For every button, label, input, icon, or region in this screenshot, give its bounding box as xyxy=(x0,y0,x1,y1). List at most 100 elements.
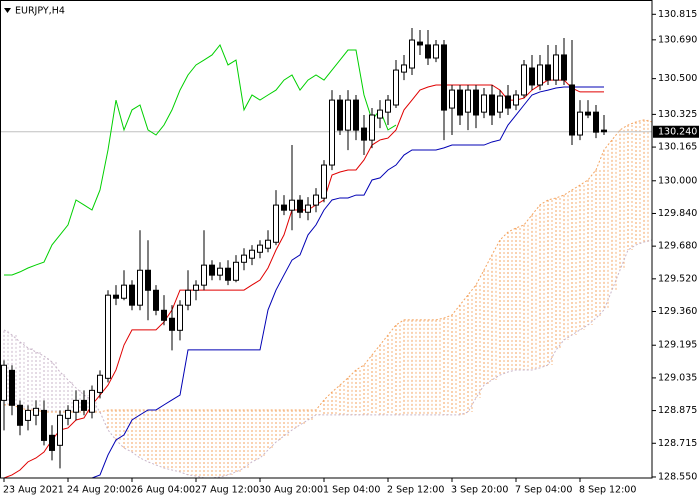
candle-body xyxy=(193,284,199,291)
candle-body xyxy=(57,414,63,446)
candle-body xyxy=(425,44,431,59)
y-tick-label: 129.035 xyxy=(658,372,697,383)
candle-body xyxy=(289,199,295,211)
y-tick-label: 128.715 xyxy=(658,438,697,449)
candle-body xyxy=(17,404,23,426)
x-tick-label: 2 Sep 12:00 xyxy=(387,485,444,496)
y-tick-label: 130.165 xyxy=(658,142,697,153)
candle-body xyxy=(585,111,591,116)
candle-body xyxy=(249,249,255,259)
x-tick-label: 3 Sep 20:00 xyxy=(451,485,508,496)
candle-body xyxy=(217,267,223,276)
candle-body xyxy=(273,204,279,243)
y-tick-label: 129.360 xyxy=(658,306,697,317)
candle-body xyxy=(257,244,263,253)
y-tick-label: 130.815 xyxy=(658,9,697,20)
candle-body xyxy=(81,399,87,411)
candle-body xyxy=(1,364,7,401)
x-tick-label: 30 Aug 20:00 xyxy=(259,485,323,496)
indicator-line xyxy=(4,43,397,276)
current-price-box xyxy=(653,125,699,138)
candle-body xyxy=(329,99,335,166)
x-tick-label: 23 Aug 2021 xyxy=(3,485,64,496)
candle-body xyxy=(41,409,47,441)
candle-body xyxy=(305,204,311,213)
y-tick-label: 130.000 xyxy=(658,175,697,186)
candle-body xyxy=(185,289,191,306)
candle-body xyxy=(177,304,183,331)
plot-frame xyxy=(0,0,653,479)
y-tick-label: 128.875 xyxy=(658,405,697,416)
candle-body xyxy=(209,264,215,276)
candle-body xyxy=(153,289,159,311)
title-arrow xyxy=(4,8,11,13)
candle-body xyxy=(521,64,527,96)
candle-body xyxy=(569,84,575,136)
plot-area xyxy=(0,27,652,478)
candle-body xyxy=(473,89,479,116)
y-tick-label: 129.520 xyxy=(658,273,697,284)
candle-body xyxy=(337,99,343,131)
candle-body xyxy=(33,407,39,416)
chart-title: EURJPY,H4 xyxy=(15,6,65,17)
candle-body xyxy=(545,64,551,81)
x-tick-label: 1 Sep 04:00 xyxy=(323,485,380,496)
x-tick-label: 24 Aug 20:00 xyxy=(67,485,131,496)
candle-body xyxy=(129,284,135,306)
candle-body xyxy=(489,94,495,116)
candle-body xyxy=(505,95,511,109)
candle-body xyxy=(225,267,231,281)
y-tick-label: 130.325 xyxy=(658,109,697,120)
candle-body xyxy=(49,434,55,451)
candle-body xyxy=(113,294,119,299)
x-tick-label: 7 Sep 04:00 xyxy=(515,485,572,496)
candle-body xyxy=(449,89,455,109)
candle-body xyxy=(233,261,239,281)
candle-body xyxy=(497,95,503,113)
candle-body xyxy=(97,374,103,393)
candle-body xyxy=(345,99,351,131)
cloud-span xyxy=(4,119,652,413)
candle-body xyxy=(105,294,111,379)
candle-body xyxy=(73,399,79,413)
candle-body xyxy=(201,264,207,286)
candle-body xyxy=(529,67,535,86)
candle-body xyxy=(353,99,359,131)
candle-body xyxy=(241,254,247,263)
indicator-line xyxy=(3,79,604,478)
candle-body xyxy=(537,64,543,86)
candle-body xyxy=(137,269,143,306)
y-tick-label: 128.550 xyxy=(658,471,697,482)
y-tick-label: 129.840 xyxy=(658,208,697,219)
candle-body xyxy=(441,44,447,111)
candle-body xyxy=(433,44,439,59)
candle-body xyxy=(121,284,127,299)
candle-body xyxy=(393,69,399,106)
candle-body xyxy=(89,389,95,413)
candle-body xyxy=(161,309,167,321)
candle-body xyxy=(369,114,375,141)
candle-body xyxy=(513,94,519,106)
indicator-line xyxy=(4,86,604,478)
candle-body xyxy=(361,127,367,141)
x-tick-label: 26 Aug 04:00 xyxy=(131,485,195,496)
candle-body xyxy=(465,89,471,113)
x-tick-label: 27 Aug 12:00 xyxy=(195,485,259,496)
candle-body xyxy=(481,94,487,113)
candle-body xyxy=(601,129,607,133)
candle-body xyxy=(401,64,407,73)
candle-body xyxy=(577,111,583,136)
candle-body xyxy=(169,317,175,331)
candle-body xyxy=(297,199,303,213)
candle-body xyxy=(265,239,271,249)
candle-body xyxy=(457,89,463,116)
candle-body xyxy=(313,194,319,206)
x-tick-label: 8 Sep 12:00 xyxy=(579,485,636,496)
candle-body xyxy=(9,369,15,406)
candle-body xyxy=(553,54,559,81)
candle-body xyxy=(25,409,31,421)
current-price-label: 130.240 xyxy=(658,126,697,137)
candle-body xyxy=(321,164,327,199)
